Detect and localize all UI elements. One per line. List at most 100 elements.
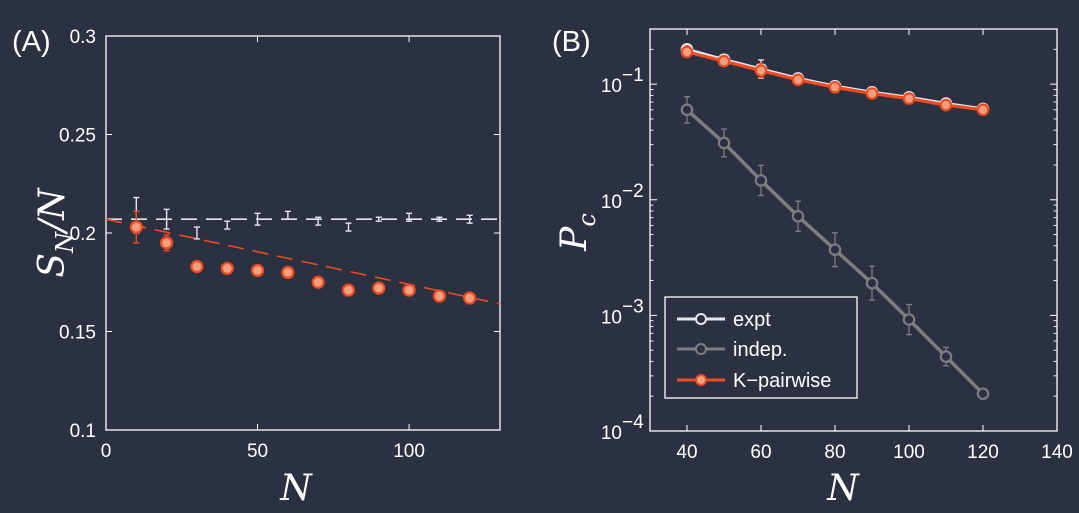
panel-b-point-kpairwise [828,80,842,94]
panel-a-xtick-label: 50 [247,441,268,462]
panel-b-point-kpairwise [791,73,805,87]
panel-a-point-expt [193,226,200,240]
panel-b-xtick-label: 120 [967,442,999,463]
marker [865,87,879,100]
marker [372,281,386,295]
panel-a-point-kpairwise [190,259,204,274]
panel-b-ytick-exponent: −4 [622,412,644,433]
marker [865,276,879,290]
panel-b-series [680,43,990,401]
panel-b-xtick-label: 80 [824,442,845,463]
panel-a-ytick-label: 0.25 [59,126,96,147]
panel-b-xtick-label: 40 [676,442,697,463]
marker [311,275,325,289]
panel-b-xtick-label: 140 [1041,442,1073,463]
marker [902,92,916,105]
marker [341,283,356,297]
legend-marker-indep [695,343,707,355]
panel-a-point-kpairwise [220,261,234,276]
marker [828,243,842,256]
marker [939,98,953,112]
panel-a-point-kpairwise [402,283,416,297]
marker [828,80,842,94]
panel-a-point-expt [315,216,322,226]
marker [281,265,295,279]
marker [220,261,234,276]
marker [463,291,477,305]
panel-b-point-indep [717,128,731,158]
panel-a-point-kpairwise [281,265,295,279]
legend: expt indep. K−pairwise [664,296,858,399]
panel-a-xtick-label: 100 [393,441,425,462]
panel-b-ytick-label: 10 [601,423,622,444]
panel-a-point-kpairwise [160,234,174,252]
marker [754,64,768,77]
panel-b-ytick-label: 10 [601,76,622,97]
panel-a-fit-lines [105,218,501,305]
panel-b-ytick-exponent: −2 [622,181,644,202]
panel-b-point-indep [865,265,879,301]
panel-b-point-kpairwise [976,103,990,117]
panel-b-point-indep [754,164,768,197]
panel-a-ytick-label: 0.1 [70,421,96,442]
panel-b-ytick-exponent: −1 [622,65,644,86]
panel-b-point-kpairwise [865,87,879,100]
marker [680,103,694,117]
marker [976,103,990,117]
panel-a-point-kpairwise [311,275,325,289]
marker [976,387,990,401]
panel-b-point-indep [680,95,694,124]
panel-b-point-kpairwise [754,62,768,79]
marker [902,313,916,326]
panel-a-fit-kpairwise [105,218,501,305]
panel-b-xtick-label: 60 [750,442,771,463]
panel-b-ytick-label: 10 [601,192,622,213]
legend-item-expt: expt [677,309,771,331]
panel-b-point-indep [902,303,916,336]
marker [791,209,805,223]
marker [160,236,174,250]
panel-a-point-expt [466,214,473,224]
panel-b-point-indep [976,387,990,401]
panel-b-point-kpairwise [717,54,731,68]
panel-b-xtick-label: 100 [893,442,925,463]
panel-b-frame [649,28,1058,432]
marker [791,73,805,87]
panel-a-ticks: 0 50 100 0.1 0.15 0.2 0.25 0.3 [59,27,500,462]
legend-label-expt: expt [733,309,771,331]
panel-a-point-kpairwise [250,263,265,278]
panel-b-point-indep [791,200,805,232]
legend-label-indep: indep. [733,339,788,361]
legend-item-indep: indep. [677,339,788,361]
panel-b-point-kpairwise [902,92,916,105]
panel-a-ytick-label: 0.2 [70,224,96,245]
panel-a-point-expt [224,220,231,230]
panel-a-point-expt [406,212,413,222]
panel-b-xlabel: N [826,468,860,509]
panel-b-label: (B) [552,26,591,58]
panel-a-label: (A) [12,26,51,58]
panel-b-point-kpairwise [680,45,694,59]
panel-b-ytick-exponent: −3 [622,296,644,317]
panel-a-point-kpairwise [372,281,386,295]
marker [939,350,953,363]
panel-a-xtick-label: 0 [101,441,112,462]
marker [190,259,204,274]
marker [754,174,768,187]
panel-a-ytick-label: 0.3 [70,27,96,48]
panel-a-point-expt [254,212,261,226]
panel-a-xlabel: N [279,468,313,509]
legend-label-kpairwise: K−pairwise [733,370,831,392]
panel-a-point-expt [163,208,170,230]
panel-b-point-indep [939,346,953,367]
panel-a-point-expt [436,216,443,222]
panel-a-frame [105,35,501,431]
marker [717,54,731,68]
marker [717,136,731,150]
panel-b-ytick-label: 10 [601,307,622,328]
panel-a-point-expt [345,222,352,232]
panel-a-point-kpairwise [341,283,356,297]
panel-b-series-kpairwise [680,45,990,117]
marker [402,283,416,297]
